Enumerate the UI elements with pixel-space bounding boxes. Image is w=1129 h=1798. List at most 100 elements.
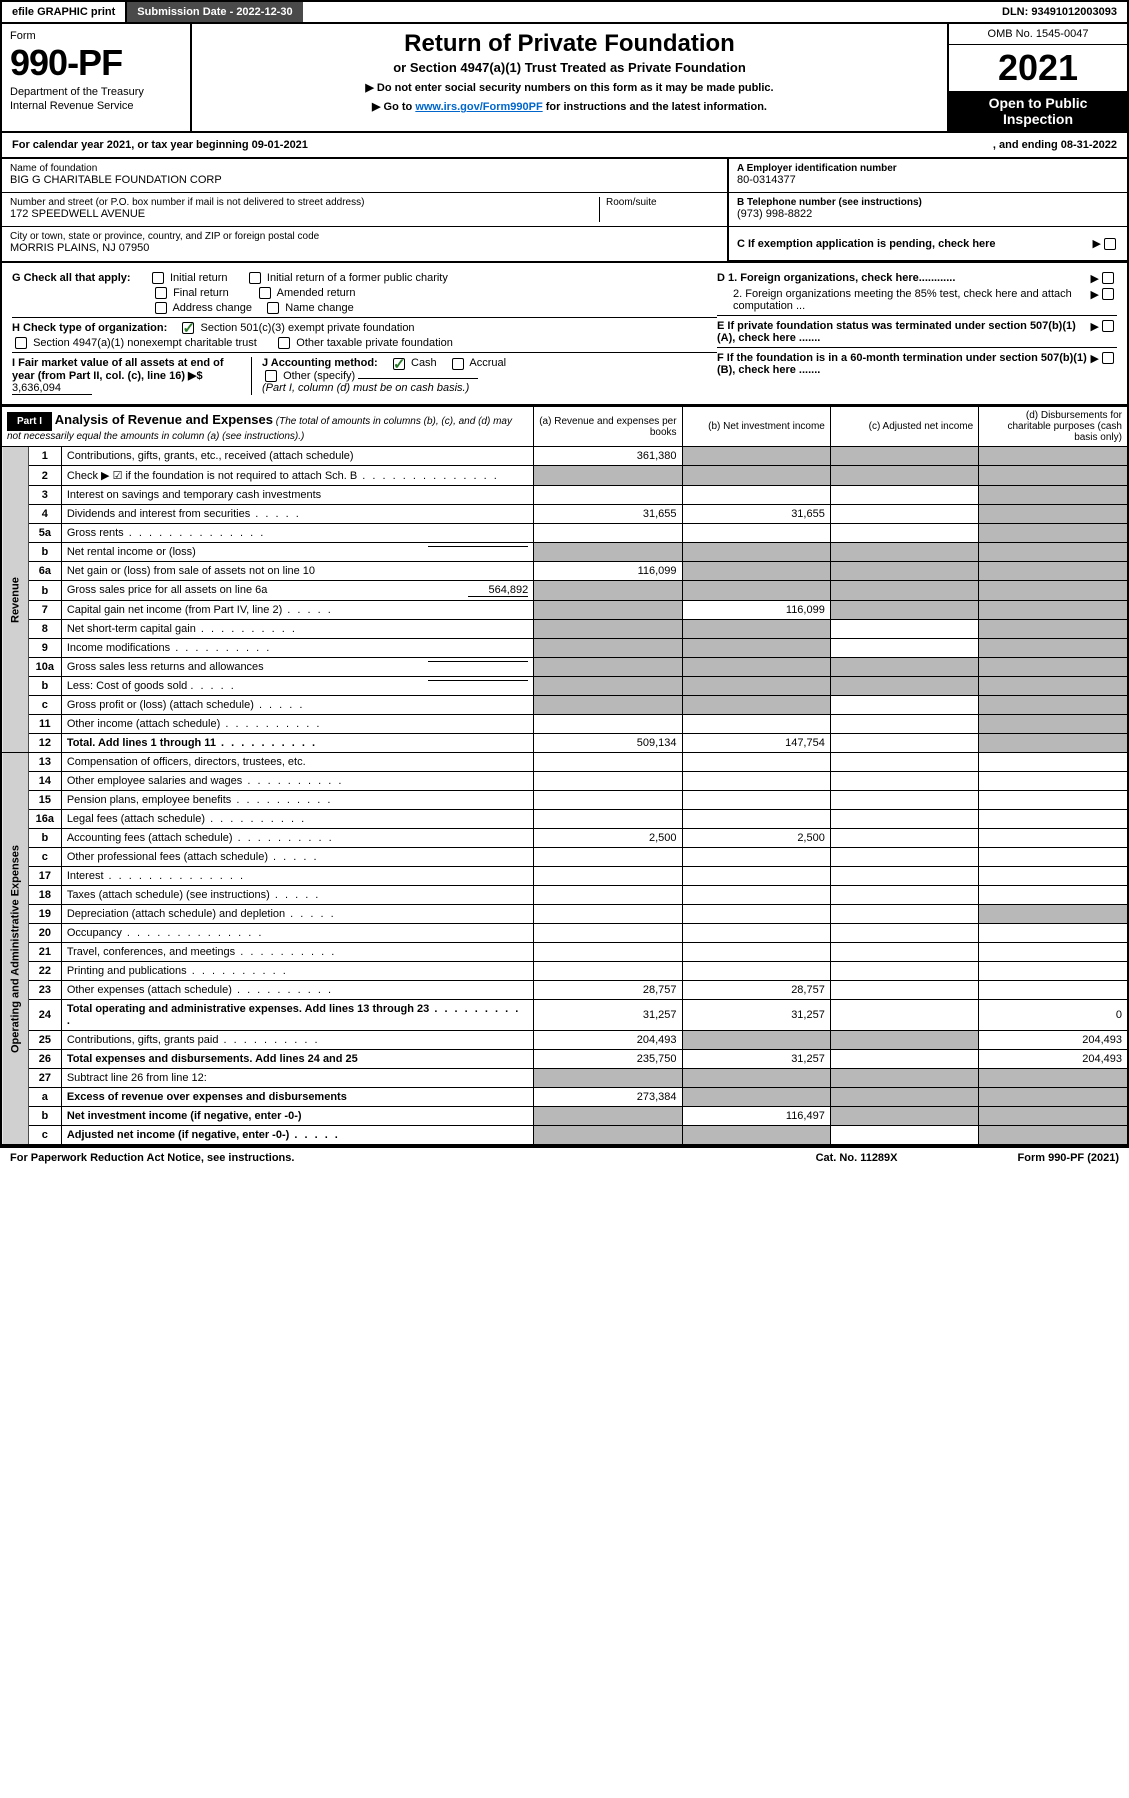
addr-label: Number and street (or P.O. box number if…: [10, 197, 599, 208]
row-description: Other employee salaries and wages: [61, 772, 533, 791]
cell-a: [534, 581, 682, 601]
row-description: Subtract line 26 from line 12:: [61, 1069, 533, 1088]
initial-return-checkbox[interactable]: [152, 272, 164, 284]
cell-a: [534, 924, 682, 943]
table-row: Revenue1Contributions, gifts, grants, et…: [2, 447, 1127, 466]
row-description: Gross profit or (loss) (attach schedule): [61, 696, 533, 715]
row-number: 25: [28, 1031, 61, 1050]
cell-a: 2,500: [534, 829, 682, 848]
pending-checkbox[interactable]: [1104, 238, 1116, 250]
cell-d: [979, 486, 1127, 505]
cell-c: [830, 905, 978, 924]
cell-a: [534, 791, 682, 810]
cell-a: [534, 1126, 682, 1145]
cell-b: [682, 543, 830, 562]
cell-d: [979, 601, 1127, 620]
d1-checkbox[interactable]: [1102, 272, 1114, 284]
initial-former-checkbox[interactable]: [249, 272, 261, 284]
cell-d: [979, 1088, 1127, 1107]
table-row: 25Contributions, gifts, grants paid204,4…: [2, 1031, 1127, 1050]
cell-b: [682, 524, 830, 543]
j-label: J Accounting method:: [262, 357, 378, 369]
g-row3: Address change Name change: [12, 302, 717, 314]
row-description: Interest on savings and temporary cash i…: [61, 486, 533, 505]
row-description: Adjusted net income (if negative, enter …: [61, 1126, 533, 1145]
table-row: cGross profit or (loss) (attach schedule…: [2, 696, 1127, 715]
accrual-checkbox[interactable]: [452, 358, 464, 370]
cell-c: [830, 772, 978, 791]
amended-return-checkbox[interactable]: [259, 287, 271, 299]
cell-a: [534, 620, 682, 639]
cell-a: [534, 658, 682, 677]
row-number: a: [28, 1088, 61, 1107]
cell-b: [682, 562, 830, 581]
d1-row: D 1. Foreign organizations, check here..…: [717, 272, 1117, 285]
cell-b: [682, 715, 830, 734]
cell-d: [979, 886, 1127, 905]
dln-label: DLN: 93491012003093: [992, 2, 1127, 22]
cell-b: 2,500: [682, 829, 830, 848]
cell-b: 28,757: [682, 981, 830, 1000]
cell-b: [682, 581, 830, 601]
j-accrual: Accrual: [469, 357, 506, 369]
cell-a: 509,134: [534, 734, 682, 753]
cell-c: [830, 447, 978, 466]
cell-c: [830, 867, 978, 886]
table-row: 24Total operating and administrative exp…: [2, 1000, 1127, 1031]
table-row: 26Total expenses and disbursements. Add …: [2, 1050, 1127, 1069]
pending-row: C If exemption application is pending, c…: [729, 227, 1127, 261]
final-return-checkbox[interactable]: [155, 287, 167, 299]
row-number: 17: [28, 867, 61, 886]
foundation-name-row: Name of foundation BIG G CHARITABLE FOUN…: [2, 159, 727, 193]
cash-checkbox[interactable]: [393, 358, 405, 370]
other-method-checkbox[interactable]: [265, 370, 277, 382]
other-specify: [358, 378, 478, 379]
table-row: 19Depreciation (attach schedule) and dep…: [2, 905, 1127, 924]
efile-print-button[interactable]: efile GRAPHIC print: [2, 2, 127, 22]
e-row: E If private foundation status was termi…: [717, 315, 1117, 344]
row-description: Compensation of officers, directors, tru…: [61, 753, 533, 772]
f-checkbox[interactable]: [1102, 352, 1114, 364]
row-description: Printing and publications: [61, 962, 533, 981]
row-description: Net short-term capital gain: [61, 620, 533, 639]
row-description: Depreciation (attach schedule) and deple…: [61, 905, 533, 924]
table-row: aExcess of revenue over expenses and dis…: [2, 1088, 1127, 1107]
cell-a: [534, 962, 682, 981]
cell-b: [682, 791, 830, 810]
cell-d: [979, 466, 1127, 486]
cell-d: [979, 620, 1127, 639]
irs-link[interactable]: www.irs.gov/Form990PF: [415, 101, 542, 113]
row-number: 3: [28, 486, 61, 505]
row-number: 22: [28, 962, 61, 981]
omb-number: OMB No. 1545-0047: [949, 24, 1127, 45]
4947-checkbox[interactable]: [15, 337, 27, 349]
cell-c: [830, 829, 978, 848]
row-number: 1: [28, 447, 61, 466]
row-number: 24: [28, 1000, 61, 1031]
row-number: 19: [28, 905, 61, 924]
cell-c: [830, 466, 978, 486]
address-change-checkbox[interactable]: [155, 302, 167, 314]
cell-c: [830, 505, 978, 524]
table-row: 15Pension plans, employee benefits: [2, 791, 1127, 810]
cell-d: [979, 1107, 1127, 1126]
cell-d: [979, 639, 1127, 658]
row-description: Gross rents: [61, 524, 533, 543]
row-description: Other expenses (attach schedule): [61, 981, 533, 1000]
fmv-value: 3,636,094: [12, 382, 92, 395]
cell-a: [534, 1107, 682, 1126]
j-other: Other (specify): [283, 370, 355, 382]
other-taxable-checkbox[interactable]: [278, 337, 290, 349]
cell-d: [979, 829, 1127, 848]
501c3-checkbox[interactable]: [182, 322, 194, 334]
row-number: 11: [28, 715, 61, 734]
cell-c: [830, 562, 978, 581]
d2-checkbox[interactable]: [1102, 288, 1114, 300]
e-checkbox[interactable]: [1102, 320, 1114, 332]
cell-b: [682, 772, 830, 791]
row-description: Check ▶ ☑ if the foundation is not requi…: [61, 466, 533, 486]
row-number: 23: [28, 981, 61, 1000]
name-change-checkbox[interactable]: [267, 302, 279, 314]
cell-d: [979, 658, 1127, 677]
table-row: 8Net short-term capital gain: [2, 620, 1127, 639]
